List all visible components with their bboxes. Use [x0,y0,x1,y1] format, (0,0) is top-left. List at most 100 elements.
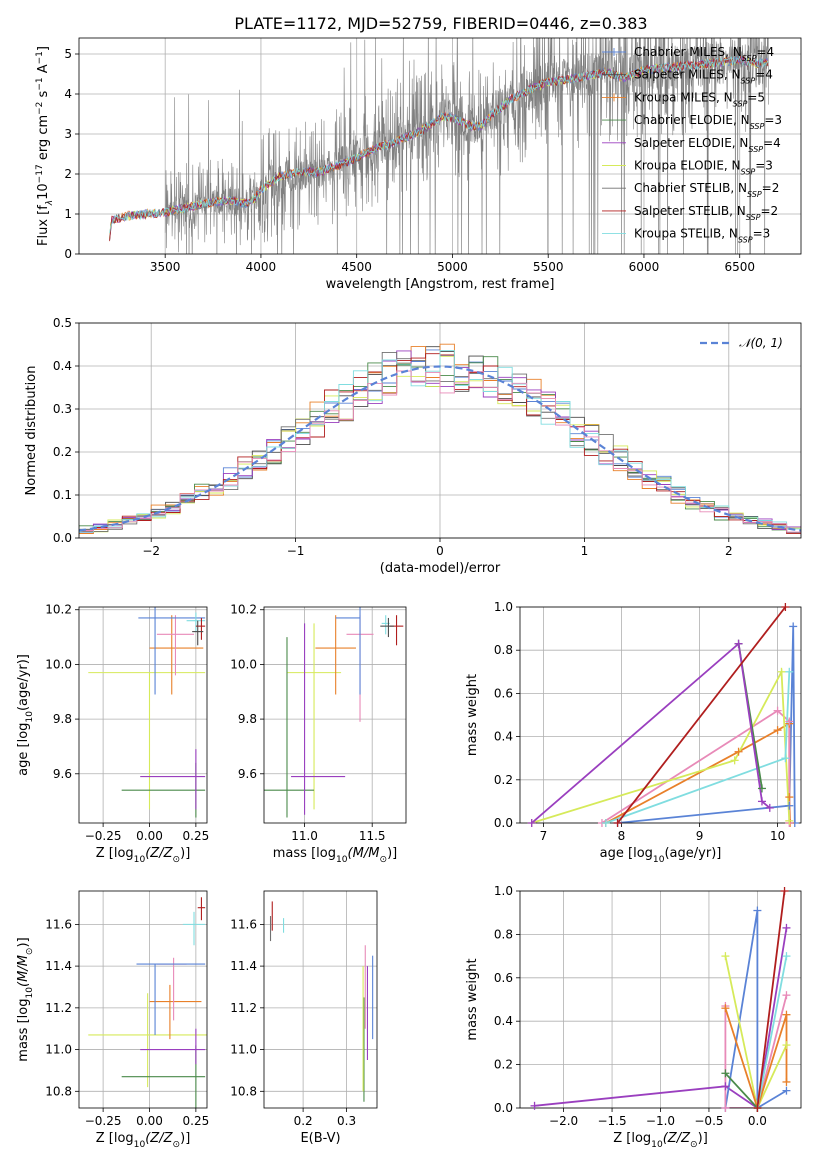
plot-content [109,38,769,254]
axes-mass_vs_Z: −0.25 0.00 0.25 10.8 11.0 11.2 11.4 11.6 Z [log1… [16,890,210,1150]
legend-label: Chabrier MILES, NSSP=4 [634,45,774,63]
x-tick-label: 4000 [246,260,277,274]
x-tick-label: −1.0 [646,1114,675,1128]
y-tick-label: 11.2 [45,1001,72,1015]
y-tick-label: 0.4 [53,359,72,373]
legend-label: 𝒩(0, 1) [739,336,783,350]
x-tick-label: 0.00 [136,829,163,843]
y-tick-label: 11.6 [230,917,257,931]
y-tick-label: 11.4 [230,959,257,973]
plot-content [534,891,788,1108]
x-axis-label: wavelength [Angstrom, rest frame] [326,277,555,292]
y-tick-label: 1 [64,207,72,221]
y-tick-label: 0.3 [53,402,72,416]
y-tick-label: 0.2 [494,1058,513,1072]
x-tick-label: 6500 [724,260,755,274]
weight-line-salpeter_stelib [756,891,786,1108]
x-tick-label: 0.0 [748,1114,767,1128]
y-axis-label: Normed distribution [24,366,39,496]
x-tick-label: 7 [540,829,548,843]
x-tick-label: 8 [618,829,626,843]
y-tick-label: 0.8 [494,927,513,941]
plot-content [531,607,796,823]
x-tick-label: 3500 [150,260,181,274]
x-axis-label: (data-model)/error [380,561,501,576]
x-tick-label: −1.5 [597,1114,626,1128]
y-tick-label: 0.6 [494,971,513,985]
legend-label: Kroupa ELODIE, NSSP=3 [634,159,773,177]
y-tick-label: 5 [64,47,72,61]
y-tick-label: 1.0 [494,884,513,898]
axes-frame [78,890,208,1109]
x-tick-label: 5500 [533,260,564,274]
plot-area [264,891,377,1108]
y-tick-label: 9.8 [238,712,257,726]
x-tick-label: 0.25 [183,1114,210,1128]
x-tick-label: 0.00 [136,1114,163,1128]
plot-content [88,607,206,818]
y-tick-label: 10.8 [45,1084,72,1098]
x-tick-label: −0.25 [85,1114,122,1128]
y-tick-label: 10.0 [230,657,257,671]
y-tick-label: 0 [64,247,72,261]
y-tick-label: 0.6 [494,686,513,700]
x-tick-label: 10 [770,829,785,843]
x-tick-label: 11.0 [291,829,318,843]
y-tick-label: 9.6 [53,767,72,781]
weight-line-salpeter_elodie [531,641,771,823]
y-tick-label: 10.2 [45,603,72,617]
y-tick-label: 11.6 [45,917,72,931]
axes-residuals: −2 −1 0 1 2 0.0 0.1 0.2 0.3 0.4 0.5 (data-model)/er… [24,316,802,576]
plot-content [264,607,404,818]
y-axis-label: age [log10(age/yr)] [16,654,35,776]
y-tick-label: 0.2 [53,445,72,459]
y-tick-label: 0.1 [53,488,72,502]
legend: Chabrier MILES, NSSP=4 Salpeter MILES, NS… [602,45,782,244]
axes-frame [78,37,802,255]
histogram-pink [79,370,801,535]
plot-area [79,38,801,254]
y-axis-label: mass [log10(M/M⊙)] [16,937,35,1061]
plot-content [269,901,374,1102]
legend-label: Kroupa MILES, NSSP=5 [634,90,765,108]
axes-spectrum: 3500 4000 4500 5000 5500 6000 6500 0 1 2 3 4 5 wavele… [35,37,802,292]
weight-line-chabrier_miles [617,626,796,823]
y-tick-label: 2 [64,167,72,181]
legend-label: Chabrier ELODIE, NSSP=3 [634,113,782,131]
y-tick-label: 0.0 [53,531,72,545]
weight-line-pink [724,994,788,1108]
x-tick-label: 6000 [629,260,660,274]
x-axis-label: E(B-V) [300,1131,340,1146]
legend-label: Salpeter STELIB, NSSP=2 [634,204,778,222]
y-tick-label: 11.4 [45,959,72,973]
weight-line-chabrier_miles [724,910,787,1108]
plot-area [520,607,801,823]
legend-label: Salpeter ELODIE, NSSP=4 [634,136,781,154]
legend-label: Chabrier STELIB, NSSP=2 [634,181,779,199]
x-tick-label: −1 [287,544,305,558]
axes-weight_vs_age: 7 8 9 10 0.0 0.2 0.4 0.6 0.8 1.0 age [log10(age/yr… [465,600,802,865]
y-tick-label: 10.2 [230,603,257,617]
plot-content [88,897,207,1108]
plot-content [79,343,801,537]
x-tick-label: 9 [696,829,704,843]
y-tick-label: 0.4 [494,730,513,744]
axes-frame [519,606,802,824]
axes-age_vs_Z: −0.25 0.00 0.25 9.6 9.8 10.0 10.2 Z [log10(Z/Z⊙… [16,603,209,865]
y-tick-label: 10.8 [230,1084,257,1098]
x-tick-label: 0.2 [294,1114,313,1128]
x-axis-label: age [log10(age/yr)] [600,846,722,865]
legend-label: Kroupa STELIB, NSSP=3 [634,227,770,245]
x-tick-label: 2 [725,544,733,558]
y-tick-label: 0.0 [494,1101,513,1115]
y-tick-label: 0.5 [53,316,72,330]
x-axis-label: Z [log10(Z/Z⊙)] [96,846,191,865]
y-tick-label: 11.2 [230,1001,257,1015]
x-axis-label: Z [log10(Z/Z⊙)] [96,1131,191,1150]
axes-age_vs_mass: 11.0 11.5 9.6 9.8 10.0 10.2 mass [log10(M/M⊙)] [230,603,407,865]
axes-weight_vs_Z: −2.0 −1.5 −1.0 −0.5 0.0 0.0 0.2 0.4 0.6 0.8 1.0 Z [… [465,884,802,1150]
y-tick-label: 10.0 [45,657,72,671]
x-tick-label: 11.5 [359,829,386,843]
observed-spectrum [164,38,769,254]
